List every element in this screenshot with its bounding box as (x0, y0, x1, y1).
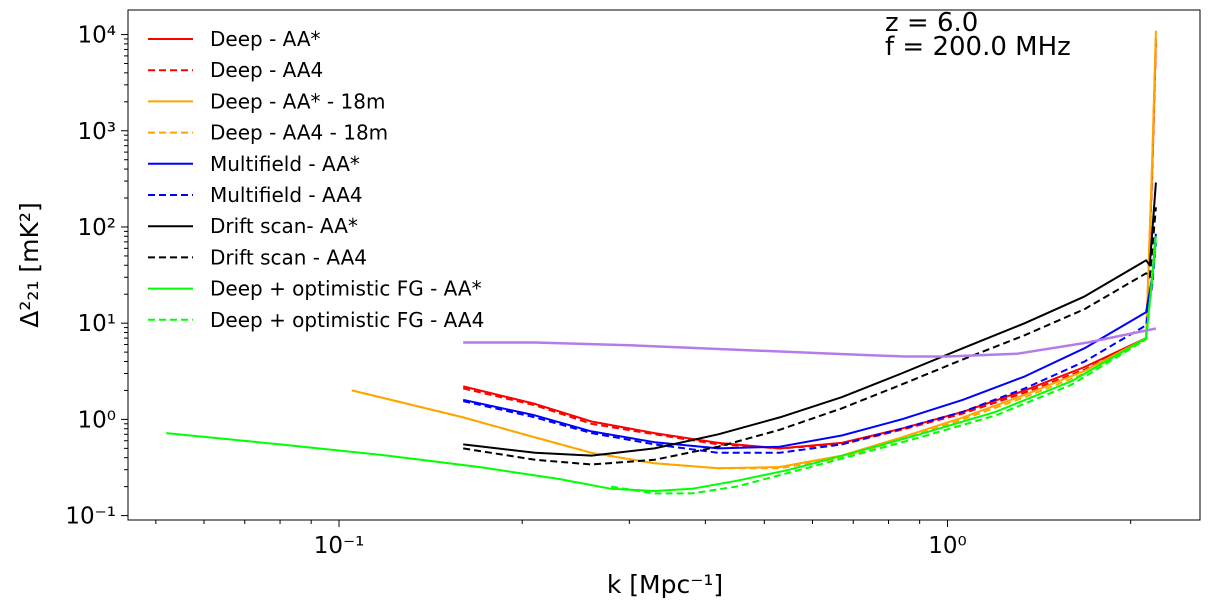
series-line-reference-10 (463, 327, 1157, 358)
legend-label-deep-aa4-18m: Deep - AA4 - 18m (210, 121, 388, 145)
series-line-multifield-aa (462, 233, 1157, 450)
axis-ticks: 10⁻¹ 10⁰ 10¹ 10² 10³ 10⁴ 10⁻¹ 10⁰ (65, 23, 1132, 559)
legend-label-multifield-aa4: Multifield - AA4 (210, 183, 363, 207)
legend-label-deep-aa: Deep - AA* (210, 27, 321, 51)
series-line-drift-scan-aa (463, 182, 1157, 457)
x-axis-label: k [Mpc⁻¹] (607, 570, 723, 599)
legend: Deep - AA* Deep - AA4 Deep - AA* - 18m Deep… (148, 27, 484, 332)
y-tick-label: 10³ (78, 119, 117, 145)
legend-label-deep-aa-18m: Deep - AA* - 18m (210, 89, 385, 113)
annotation-redshift: z = 6.0 (885, 8, 978, 38)
plot-area (166, 30, 1157, 495)
legend-label-multifield-aa: Multifield - AA* (210, 152, 360, 176)
x-tick-label: 10⁰ (928, 533, 967, 559)
series-line-drift-scan-aa4 (463, 207, 1157, 466)
series-line-deep-optimistic-fg-aa4 (610, 241, 1157, 495)
y-tick-label: 10⁴ (78, 23, 117, 49)
annotation-frequency: f = 200.0 MHz (885, 32, 1071, 62)
legend-label-deep-aa4: Deep - AA4 (210, 58, 323, 82)
legend-label-deep-optimistic-fg-aa4: Deep + optimistic FG - AA4 (210, 308, 484, 332)
legend-label-drift-scan-aa4: Drift scan - AA4 (210, 245, 367, 269)
series-line-deep-aa4 (462, 43, 1157, 450)
y-axis-label: Δ²₂₁ [mK²] (15, 202, 44, 327)
legend-label-deep-optimistic-fg-aa: Deep + optimistic FG - AA* (210, 277, 482, 301)
y-tick-label: 10² (78, 215, 117, 241)
y-tick-label: 10⁻¹ (65, 504, 116, 530)
series-line-deep-aa4-18m (351, 34, 1157, 470)
legend-label-drift-scan-aa: Drift scan- AA* (210, 214, 358, 238)
y-tick-label: 10¹ (78, 311, 117, 337)
y-tick-label: 10⁰ (78, 407, 117, 433)
y-axis-label-group: Δ²₂₁ [mK²] (15, 202, 44, 327)
x-tick-label: 10⁻¹ (314, 533, 365, 559)
series-line-deep-optimistic-fg-aa (166, 236, 1157, 492)
